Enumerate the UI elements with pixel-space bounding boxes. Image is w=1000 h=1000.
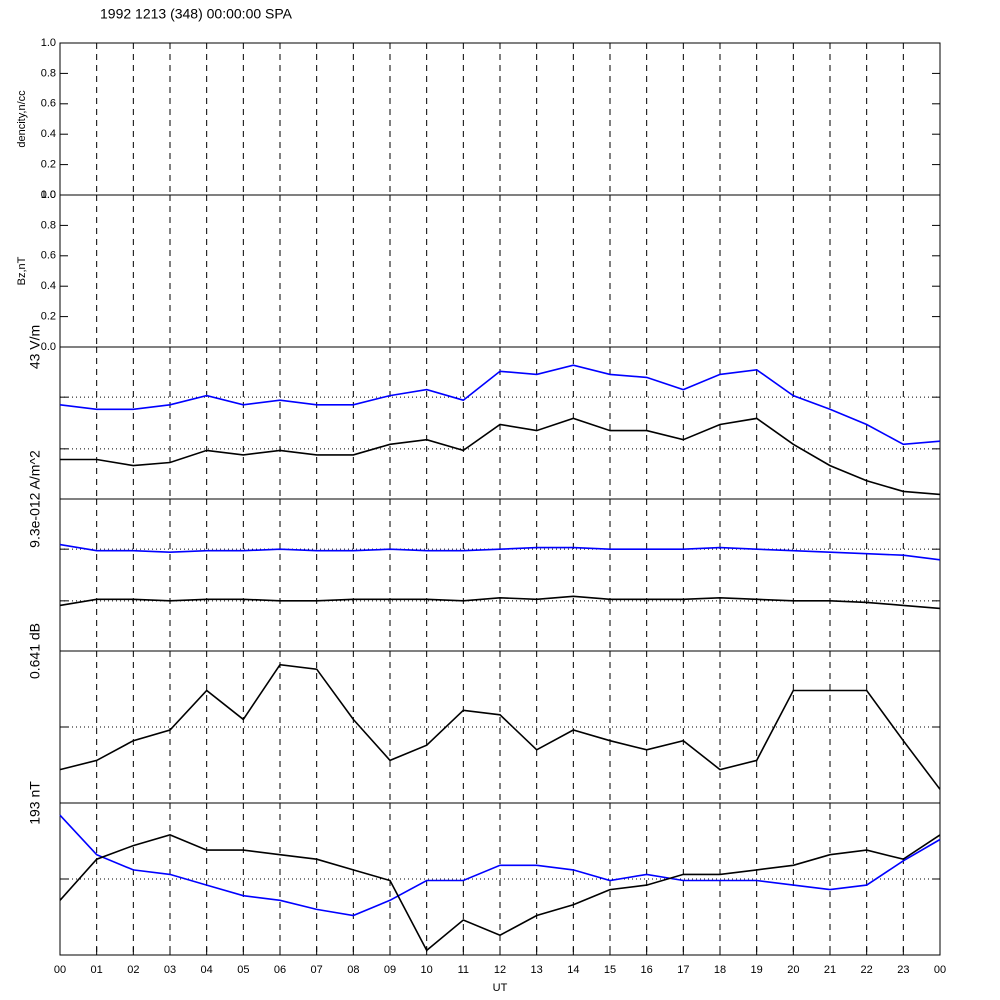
x-tick-label: 07 <box>311 964 323 976</box>
scale-label: 43 V/m <box>27 325 43 369</box>
y-tick-label: 0.0 <box>41 189 56 201</box>
x-tick-label: 01 <box>91 964 103 976</box>
series-line <box>59 364 941 446</box>
y-axis-label: Bz,nT <box>16 256 28 285</box>
x-tick-label: 19 <box>751 964 763 976</box>
x-tick-label: 09 <box>384 964 396 976</box>
y-tick-label: 1.0 <box>41 37 56 49</box>
x-tick-label: 13 <box>531 964 543 976</box>
x-tick-label: 06 <box>274 964 286 976</box>
y-tick-label: 0.6 <box>41 250 56 262</box>
y-tick-label: 0.4 <box>41 280 56 292</box>
x-tick-label: 11 <box>458 964 469 976</box>
x-axis-label: UT <box>493 982 508 994</box>
y-tick-label: 0.6 <box>41 98 56 110</box>
series-line <box>59 663 941 790</box>
x-tick-label: 12 <box>494 964 506 976</box>
y-tick-label: 0.8 <box>41 67 56 79</box>
series-line <box>59 834 941 952</box>
x-tick-label: 20 <box>787 964 799 976</box>
scale-label: 193 nT <box>27 781 43 825</box>
y-tick-label: 0.2 <box>41 159 56 171</box>
x-tick-label: 10 <box>421 964 433 976</box>
x-tick-label: 03 <box>164 964 176 976</box>
series-line <box>59 543 941 561</box>
series-line <box>59 814 941 917</box>
y-tick-label: 0.8 <box>41 219 56 231</box>
x-tick-label: 21 <box>824 964 836 976</box>
scale-label: 9.3e-012 A/m^2 <box>27 450 43 548</box>
x-tick-label: 08 <box>347 964 359 976</box>
x-tick-label: 17 <box>677 964 689 976</box>
x-tick-label: 22 <box>861 964 873 976</box>
scale-label: 0.641 dB <box>27 623 43 679</box>
x-tick-label: 02 <box>127 964 139 976</box>
series-line <box>60 417 941 496</box>
y-tick-label: 1.0 <box>41 189 56 201</box>
y-tick-label: 0.2 <box>41 311 56 323</box>
x-tick-label: 14 <box>567 964 579 976</box>
x-tick-label: 00 <box>54 964 66 976</box>
x-tick-label: 18 <box>714 964 726 976</box>
x-tick-label: 05 <box>237 964 249 976</box>
series-line <box>59 595 941 610</box>
y-axis-label: dencity,n/cc <box>16 90 28 148</box>
x-tick-label: 00 <box>934 964 946 976</box>
y-tick-label: 0.4 <box>41 128 56 140</box>
chart-title: 1992 1213 (348) 00:00:00 SPA <box>100 6 293 22</box>
x-tick-label: 23 <box>897 964 909 976</box>
x-tick-label: 15 <box>604 964 616 976</box>
y-tick-label: 0.0 <box>41 341 56 353</box>
x-tick-label: 16 <box>641 964 653 976</box>
x-tick-label: 04 <box>201 964 213 976</box>
